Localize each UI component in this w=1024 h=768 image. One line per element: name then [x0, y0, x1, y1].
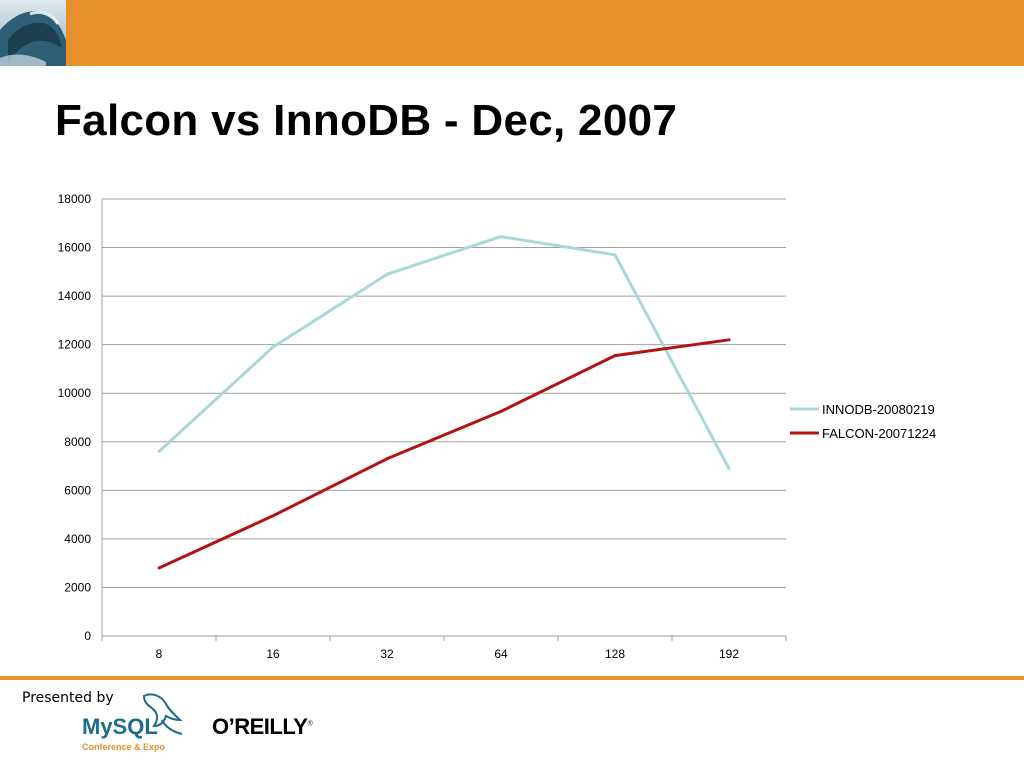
data-point: [613, 253, 617, 257]
y-tick-label: 14000: [58, 289, 92, 303]
x-tick-label: 16: [266, 647, 280, 661]
y-tick-label: 2000: [64, 580, 91, 594]
footer-divider: [0, 676, 1024, 680]
data-point: [613, 354, 617, 358]
line-chart: 0 2000 4000 6000 8000 10000 12000 14000 16000 180…: [58, 192, 937, 661]
data-point: [157, 449, 161, 453]
legend-label: INNODB-20080219: [822, 402, 935, 417]
mysql-wordmark: MySQL: [82, 714, 158, 739]
registered-mark: ®: [307, 720, 313, 728]
y-tick-label: 18000: [58, 192, 92, 206]
y-tick-label: 4000: [64, 532, 91, 546]
x-tick-label: 32: [380, 647, 394, 661]
data-point: [271, 514, 275, 518]
data-point: [385, 457, 389, 461]
legend-label: FALCON-20071224: [822, 426, 936, 441]
mysql-conference-subtitle: Conference & Expo: [82, 742, 166, 752]
x-tick-label: 8: [156, 647, 163, 661]
x-tick-label: 64: [494, 647, 508, 661]
oreilly-logo: O’REILLY®: [212, 714, 313, 740]
x-tick-label: 192: [719, 647, 739, 661]
data-point: [499, 235, 503, 239]
mysql-dolphin-icon: [142, 693, 183, 735]
y-tick-label: 8000: [64, 435, 91, 449]
y-tick-label: 12000: [58, 338, 92, 352]
y-tick-label: 0: [84, 629, 91, 643]
y-tick-label: 16000: [58, 241, 92, 255]
series-line-falcon: [158, 338, 730, 570]
data-point: [157, 566, 161, 570]
data-point: [727, 338, 731, 342]
header-orange-band: [66, 0, 1024, 66]
slide-title: Falcon vs InnoDB - Dec, 2007: [55, 96, 678, 145]
data-point: [727, 466, 731, 470]
oreilly-wordmark: O’REILLY: [212, 714, 308, 739]
mysql-conference-logo: MySQL Conference & Expo: [82, 693, 183, 752]
data-point: [385, 272, 389, 276]
series-line-innodb: [157, 235, 731, 470]
y-tick-label: 10000: [58, 386, 92, 400]
presented-by-label: Presented by: [22, 690, 114, 706]
x-tick-label: 128: [605, 647, 625, 661]
header-bar: [0, 0, 1024, 66]
y-tick-label: 6000: [64, 483, 91, 497]
data-point: [499, 409, 503, 413]
wave-photo-icon: [0, 0, 66, 66]
data-point: [271, 345, 275, 349]
